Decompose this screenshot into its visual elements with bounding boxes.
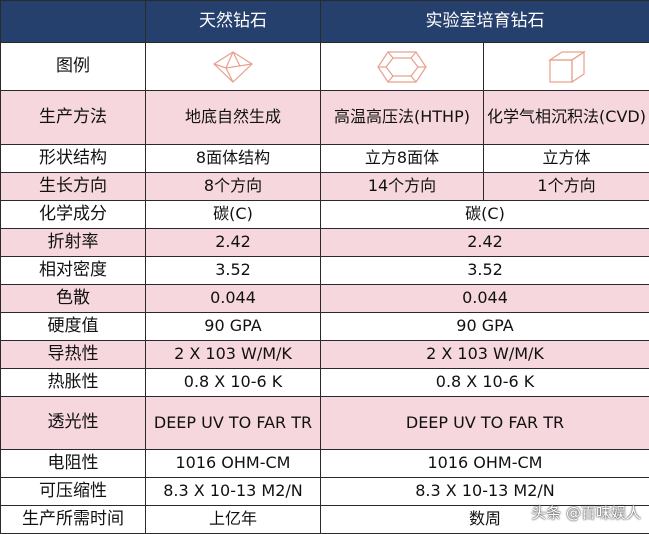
header-natural-diamond: 天然钻石 [146,1,321,43]
header-lab-grown-diamond: 实验室培育钻石 [321,1,649,43]
row-label: 形状结构 [1,145,146,173]
table-row: 导热性 2 X 103 W/M/K 2 X 103 W/M/K [1,341,649,369]
lab-value: 0.044 [321,285,649,313]
natural-value: 8个方向 [146,173,321,201]
natural-value: 0.8 X 10-6 K [146,369,321,397]
row-label: 生产方法 [1,91,146,145]
row-label: 生产所需时间 [1,506,146,534]
legend-hthp-cell [321,43,484,91]
row-label: 热胀性 [1,369,146,397]
table-row: 形状结构 8面体结构 立方8面体 立方体 [1,145,649,173]
row-label: 相对密度 [1,257,146,285]
legend-cvd-cell [484,43,649,91]
hthp-value: 立方8面体 [321,145,484,173]
cvd-value: 1个方向 [484,173,649,201]
row-label-legend: 图例 [1,43,146,91]
cvd-value: 立方体 [484,145,649,173]
table-row: 热胀性 0.8 X 10-6 K 0.8 X 10-6 K [1,369,649,397]
table-row: 折射率 2.42 2.42 [1,229,649,257]
cvd-value: 化学气相沉积法(CVD) [484,91,649,145]
table-row: 生产方法 地底自然生成 高温高压法(HTHP) 化学气相沉积法(CVD) [1,91,649,145]
lab-value: 碳(C) [321,201,649,229]
lab-value: DEEP UV TO FAR TR [321,397,649,450]
legend-natural-cell [146,43,321,91]
row-label: 电阻性 [1,450,146,478]
hexagonal-diamond-icon [374,48,430,86]
octahedron-diamond-icon [210,49,256,85]
table-row: 硬度值 90 GPA 90 GPA [1,313,649,341]
lab-value: 0.8 X 10-6 K [321,369,649,397]
natural-value: 1016 OHM-CM [146,450,321,478]
natural-value: 0.044 [146,285,321,313]
natural-value: 8.3 X 10-13 M2/N [146,478,321,506]
table-row: 色散 0.044 0.044 [1,285,649,313]
natural-value: 3.52 [146,257,321,285]
legend-row: 图例 [1,43,649,91]
hthp-value: 高温高压法(HTHP) [321,91,484,145]
natural-value: 8面体结构 [146,145,321,173]
table-row: 生长方向 8个方向 14个方向 1个方向 [1,173,649,201]
row-label: 折射率 [1,229,146,257]
natural-value: 上亿年 [146,506,321,534]
table-row: 透光性 DEEP UV TO FAR TR DEEP UV TO FAR TR [1,397,649,450]
cube-diamond-icon [544,48,590,86]
row-label: 透光性 [1,397,146,450]
natural-value: 2.42 [146,229,321,257]
row-label: 色散 [1,285,146,313]
header-corner [1,1,146,43]
natural-value: 2 X 103 W/M/K [146,341,321,369]
lab-value: 90 GPA [321,313,649,341]
row-label: 化学成分 [1,201,146,229]
row-label: 可压缩性 [1,478,146,506]
natural-value: 碳(C) [146,201,321,229]
hthp-value: 14个方向 [321,173,484,201]
watermark: 头条 @百味娱人 [531,502,641,523]
natural-value: 地底自然生成 [146,91,321,145]
lab-value: 3.52 [321,257,649,285]
lab-value: 2 X 103 W/M/K [321,341,649,369]
lab-value: 2.42 [321,229,649,257]
table-row: 化学成分 碳(C) 碳(C) [1,201,649,229]
row-label: 导热性 [1,341,146,369]
row-label: 硬度值 [1,313,146,341]
table-row: 电阻性 1016 OHM-CM 1016 OHM-CM [1,450,649,478]
table-row: 相对密度 3.52 3.52 [1,257,649,285]
lab-value: 1016 OHM-CM [321,450,649,478]
header-row: 天然钻石 实验室培育钻石 [1,1,649,43]
natural-value: DEEP UV TO FAR TR [146,397,321,450]
row-label: 生长方向 [1,173,146,201]
natural-value: 90 GPA [146,313,321,341]
